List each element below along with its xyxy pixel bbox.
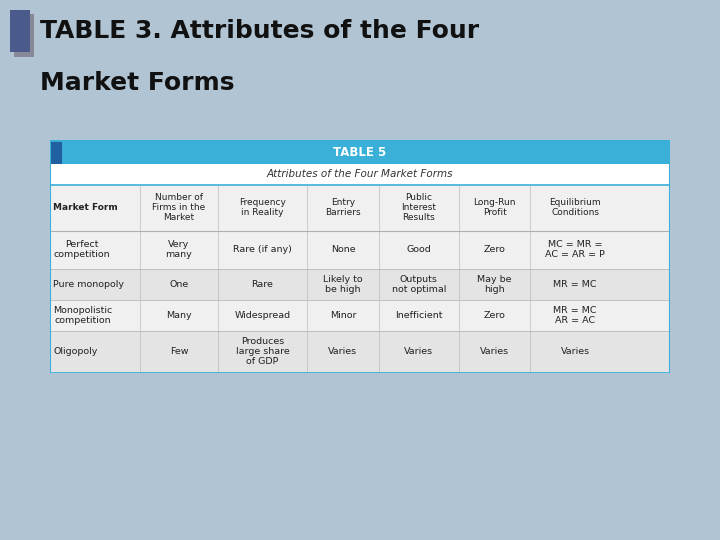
Bar [50,300,670,331]
Text: Equilibrium
Conditions: Equilibrium Conditions [549,198,601,217]
Text: Widespread: Widespread [235,311,291,320]
Bar [50,185,670,231]
Bar [9,10,30,52]
Text: May be
high: May be high [477,275,512,294]
Text: Good: Good [407,246,431,254]
Text: Inefficient: Inefficient [395,311,443,320]
Text: Likely to
be high: Likely to be high [323,275,363,294]
Text: Very
many: Very many [166,240,192,260]
Text: Many: Many [166,311,192,320]
Text: Entry
Barriers: Entry Barriers [325,198,361,217]
Text: One: One [169,280,189,289]
Text: Number of
Firms in the
Market: Number of Firms in the Market [152,193,205,222]
Bar [50,140,61,164]
Text: Few: Few [170,347,188,356]
Text: Zero: Zero [484,246,505,254]
Bar [50,164,670,185]
Text: MR = MC
AR = AC: MR = MC AR = AC [554,306,597,325]
Text: Long-Run
Profit: Long-Run Profit [474,198,516,217]
Text: Attributes of the Four Market Forms: Attributes of the Four Market Forms [266,169,454,179]
Text: Perfect
competition: Perfect competition [53,240,110,260]
Text: Varies: Varies [328,347,358,356]
Text: Pure monopoly: Pure monopoly [53,280,125,289]
Text: None: None [330,246,355,254]
Text: Outputs
not optimal: Outputs not optimal [392,275,446,294]
Text: Varies: Varies [480,347,509,356]
Text: Market Form: Market Form [53,203,118,212]
Text: Produces
large share
of GDP: Produces large share of GDP [235,338,289,367]
Bar [50,140,670,164]
Bar [14,14,35,57]
Text: Rare (if any): Rare (if any) [233,246,292,254]
Text: Varies: Varies [404,347,433,356]
Text: Market Forms: Market Forms [40,71,235,95]
Text: MC = MR =
AC = AR = P: MC = MR = AC = AR = P [545,240,605,260]
Bar [50,331,670,373]
Text: Varies: Varies [561,347,590,356]
Text: MR = MC: MR = MC [554,280,597,289]
Text: Monopolistic
competition: Monopolistic competition [53,306,113,325]
Bar [50,269,670,300]
Text: Rare: Rare [251,280,274,289]
Text: Zero: Zero [484,311,505,320]
Text: Oligopoly: Oligopoly [53,347,98,356]
Text: Frequency
in Reality: Frequency in Reality [239,198,286,217]
Bar [50,231,670,269]
Text: Minor: Minor [330,311,356,320]
Text: TABLE 5: TABLE 5 [333,145,387,159]
Text: Public
Interest
Results: Public Interest Results [401,193,436,222]
Text: TABLE 3. Attributes of the Four: TABLE 3. Attributes of the Four [40,19,479,43]
